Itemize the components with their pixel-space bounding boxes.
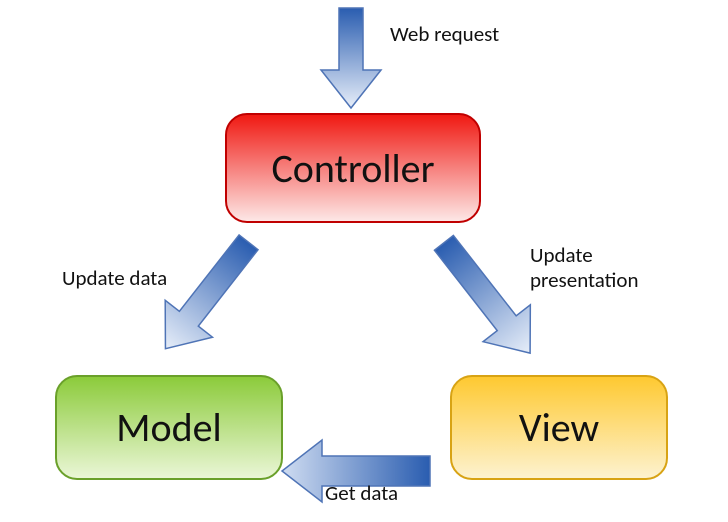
update-data-label: Update data <box>62 266 167 291</box>
model-label: Model <box>116 403 221 452</box>
update-data-arrow-icon <box>140 223 274 369</box>
controller-node: Controller <box>225 113 481 223</box>
view-node: View <box>450 375 668 480</box>
web-request-label: Web request <box>390 22 499 47</box>
get-data-label: Get data <box>325 481 398 506</box>
controller-label: Controller <box>271 144 434 193</box>
update-presentation-label: Update presentation <box>530 243 638 293</box>
view-label: View <box>519 403 599 452</box>
model-node: Model <box>55 375 283 480</box>
web-request-arrow-icon <box>319 8 383 108</box>
